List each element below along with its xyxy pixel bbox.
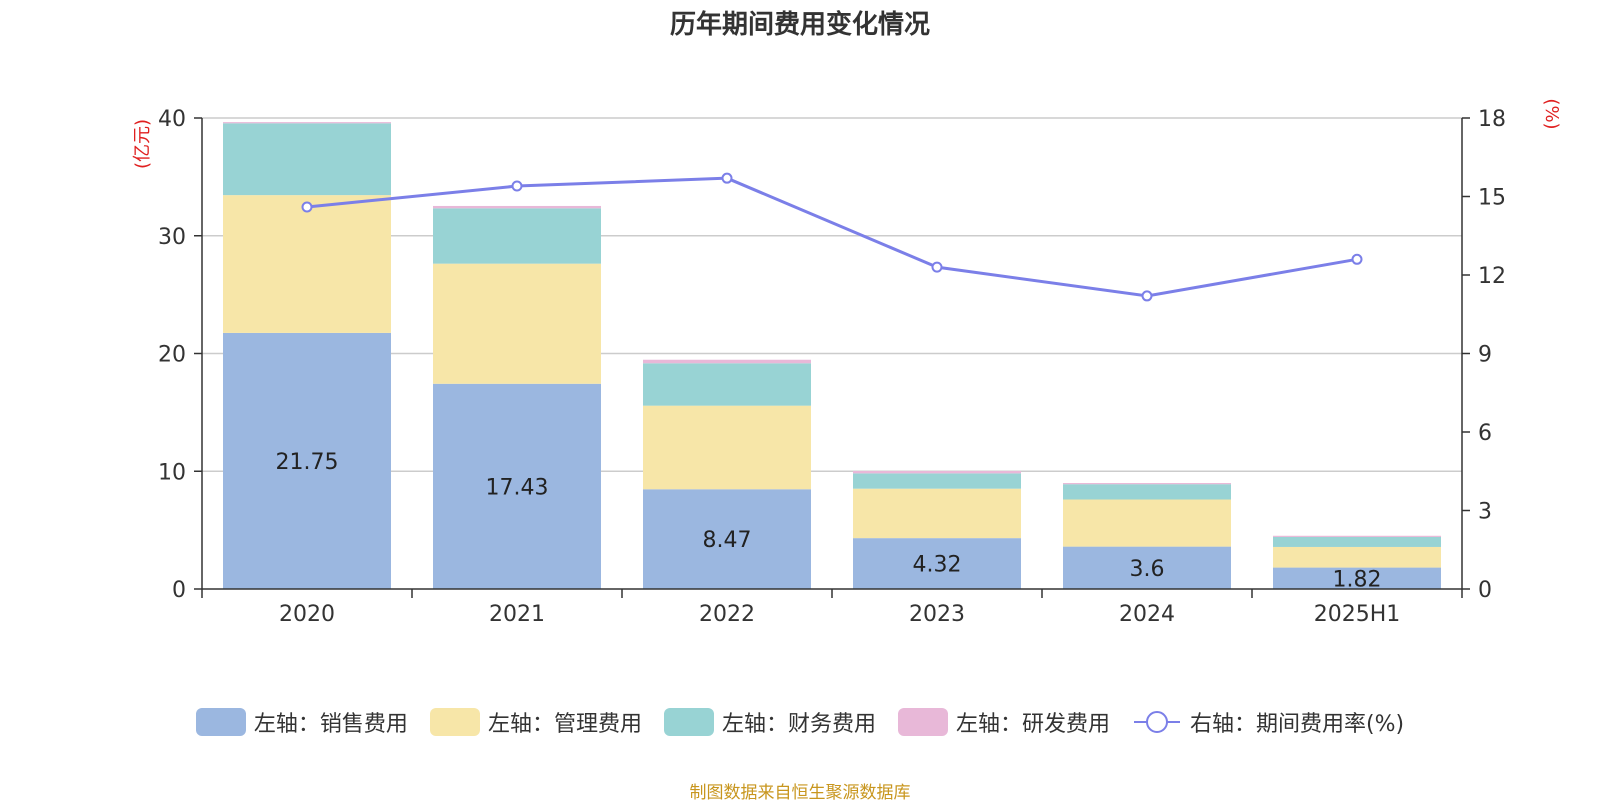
legend-label: 左轴：研发费用 <box>955 712 1110 737</box>
bar-layer <box>223 122 1441 589</box>
right-axis-unit-label: (%) <box>1541 98 1562 129</box>
bar-segment <box>1063 484 1231 500</box>
legend-label: 左轴：管理费用 <box>487 712 642 737</box>
rate-line <box>306 176 1358 298</box>
bar-value-label: 21.75 <box>276 450 339 475</box>
legend-swatch <box>195 708 246 736</box>
bar-value-label: 3.6 <box>1130 557 1165 582</box>
rate-point <box>1141 290 1153 302</box>
x-tick-label: 2023 <box>909 602 965 627</box>
x-tick-label: 2022 <box>699 602 755 627</box>
rate-point <box>1351 253 1363 265</box>
x-tick-label: 2021 <box>489 602 545 627</box>
legend-line-swatch <box>1133 711 1180 733</box>
bar-segment <box>853 473 1021 489</box>
bar-segment <box>1273 546 1441 568</box>
left-tick-label: 0 <box>172 578 186 603</box>
left-axis-unit-label: (亿元) <box>132 119 153 169</box>
bar-segment <box>223 122 391 124</box>
legend-item[interactable]: 右轴：期间费用率(%) <box>1132 706 1404 738</box>
bar-segment <box>853 488 1021 539</box>
bar-value-label: 8.47 <box>703 528 752 553</box>
rate-point <box>301 201 313 213</box>
legend-item[interactable]: 左轴：销售费用 <box>195 706 408 738</box>
legend-label: 左轴：销售费用 <box>253 712 408 737</box>
bar-segment <box>1273 535 1441 537</box>
x-tick-label: 2024 <box>1119 602 1175 627</box>
left-tick-label: 40 <box>158 107 186 132</box>
bar-segment <box>223 332 391 589</box>
left-tick-label: 10 <box>158 460 186 485</box>
bar-segment <box>1273 536 1441 547</box>
bar-segment <box>643 359 811 364</box>
legend-item[interactable]: 左轴：财务费用 <box>663 706 876 738</box>
bar-segment <box>433 383 601 589</box>
source-note: 制图数据来自恒生聚源数据库 <box>689 783 911 803</box>
legend-swatch <box>663 708 714 736</box>
right-tick-label: 3 <box>1478 500 1492 525</box>
legend-item[interactable]: 左轴：研发费用 <box>897 706 1110 738</box>
x-tick-label: 2025H1 <box>1314 602 1401 627</box>
bar-segment <box>223 123 391 196</box>
right-tick-label: 6 <box>1478 421 1492 446</box>
bar-segment <box>643 405 811 490</box>
axes: 0 10 20 30 40 0 3 6 9 12 15 18 (亿元) (%) 2020 2021 2022 20… <box>132 98 1562 627</box>
line-layer <box>301 172 1363 302</box>
bar-segment <box>433 205 601 209</box>
legend-swatch <box>897 708 948 736</box>
bar-segment <box>853 471 1021 474</box>
right-tick-label: 12 <box>1478 264 1506 289</box>
grid-lines <box>202 117 1462 472</box>
bar-value-label: 1.82 <box>1333 567 1382 592</box>
bar-value-label: 17.43 <box>486 475 549 500</box>
legend-item[interactable]: 左轴：管理费用 <box>429 706 642 738</box>
right-tick-label: 9 <box>1478 343 1492 368</box>
bar-segment <box>1063 546 1231 589</box>
x-tick-label: 2020 <box>279 602 335 627</box>
right-tick-label: 0 <box>1478 578 1492 603</box>
bar-value-label: 4.32 <box>913 553 962 578</box>
legend-swatch <box>429 708 480 736</box>
bar-segment <box>1273 567 1441 589</box>
rate-point <box>511 180 523 192</box>
bar-segment <box>223 195 391 333</box>
bar-segment <box>643 363 811 406</box>
bar-segment <box>853 538 1021 589</box>
legend-label: 左轴：财务费用 <box>721 712 876 737</box>
right-tick-label: 18 <box>1478 107 1506 132</box>
legend-line-marker <box>1145 711 1168 733</box>
data-labels: 21.75 17.43 8.47 4.32 3.6 1.82 <box>276 450 1382 592</box>
legend-label: 右轴：期间费用率(%) <box>1189 712 1405 737</box>
right-tick-label: 15 <box>1478 186 1506 211</box>
bar-segment <box>433 263 601 384</box>
bar-segment <box>433 208 601 264</box>
bar-segment <box>643 489 811 589</box>
left-tick-label: 30 <box>158 225 186 250</box>
left-tick-label: 20 <box>158 343 186 368</box>
legend: 左轴：销售费用 左轴：管理费用 左轴：财务费用 左轴：研发费用 右轴：期间费用率(%) <box>0 706 1600 738</box>
rate-point <box>931 261 943 273</box>
bar-segment <box>1063 483 1231 485</box>
chart-title: 历年期间费用变化情况 <box>669 10 930 40</box>
bar-segment <box>1063 499 1231 547</box>
rate-point <box>721 172 733 184</box>
